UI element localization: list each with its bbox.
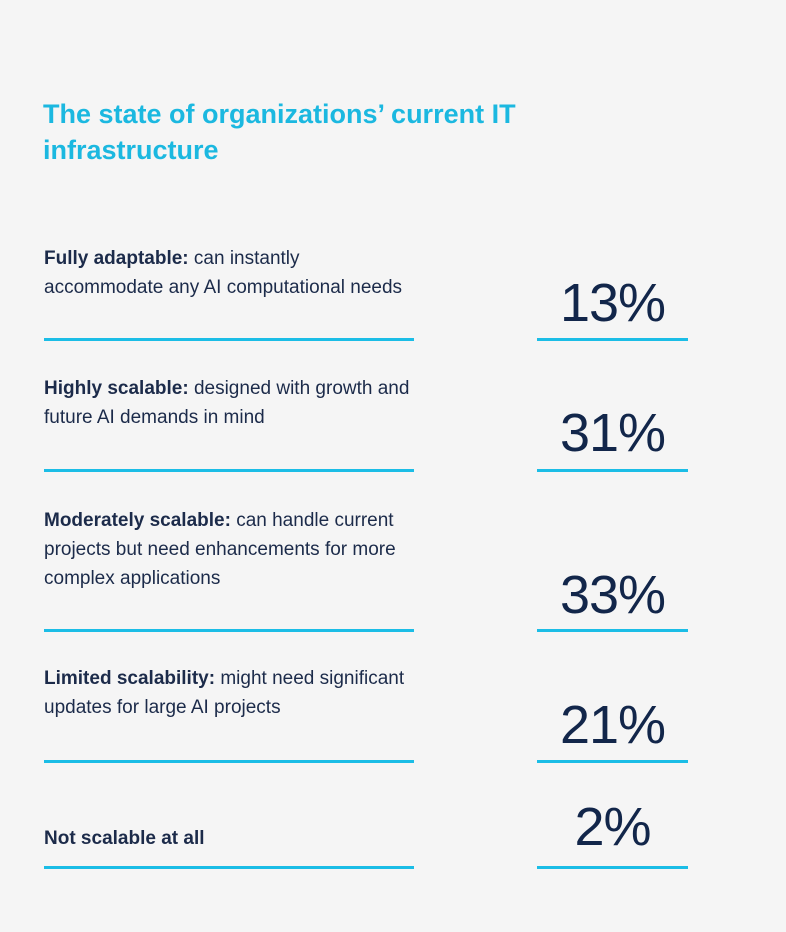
stat-description: can handle current projects but need enh… [44,510,396,589]
label-underline [44,866,414,869]
label-underline [44,338,414,341]
value-underline [537,760,688,763]
chart-title: The state of organizations’ current IT i… [43,99,516,165]
stat-value: 2% [574,797,651,857]
stat-value: 21% [559,695,666,755]
stat-value: 33% [559,565,666,625]
stat-description: might need significant updates for large… [44,668,405,718]
value-underline [537,338,688,341]
value-underline [537,469,688,472]
stat-description: can instantly accommodate any AI computa… [44,248,403,298]
stat-term: Fully adaptable: [44,248,189,269]
stat-description: designed with growth and future AI deman… [44,378,410,428]
stat-label: Not scalable at all [44,824,414,853]
stat-label: Fully adaptable: can instantly accommoda… [44,244,414,302]
label-underline [44,629,414,632]
stat-value: 31% [559,403,666,463]
value-underline [537,866,688,869]
label-underline [44,760,414,763]
stat-term: Limited scalability: [44,668,216,689]
stat-term: Highly scalable: [44,378,189,399]
stat-value: 13% [559,273,666,333]
label-underline [44,469,414,472]
stat-label: Highly scalable: designed with growth an… [44,374,414,432]
stat-label: Moderately scalable: can handle current … [44,506,414,593]
stat-term: Moderately scalable: [44,510,231,531]
stat-label: Limited scalability: might need signific… [44,664,414,722]
value-underline [537,629,688,632]
stat-term: Not scalable at all [44,828,205,849]
